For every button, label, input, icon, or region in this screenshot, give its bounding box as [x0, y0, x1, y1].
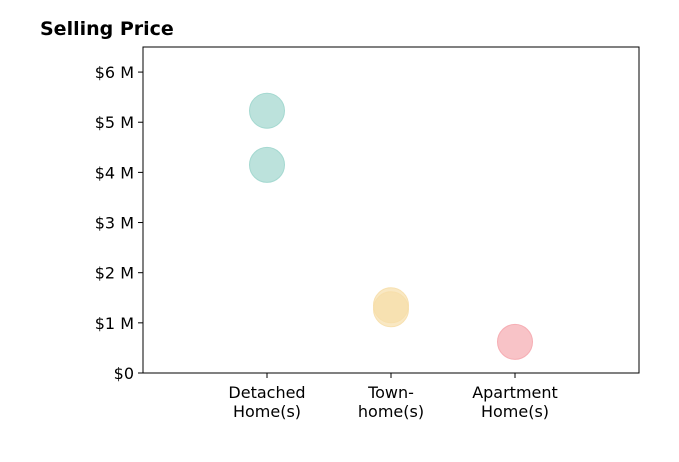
x-tick-label-line: Town-: [367, 383, 414, 402]
x-tick-label-line: Home(s): [481, 402, 549, 421]
chart-title: Selling Price: [40, 18, 174, 40]
data-point-4: [497, 323, 533, 360]
y-tick-label-2: $2 M: [95, 264, 134, 283]
y-tick-label-1: $1 M: [95, 314, 134, 333]
y-tick-label-4: $4 M: [95, 163, 134, 182]
x-tick-label-line: Home(s): [233, 402, 301, 421]
y-tick-label-5: $5 M: [95, 113, 134, 132]
data-point-0: [249, 92, 285, 129]
y-tick-label-6: $6 M: [95, 63, 134, 82]
y-tick-label-3: $3 M: [95, 214, 134, 233]
x-tick-label-line: Detached: [228, 383, 305, 402]
x-tick-label-1: Town-home(s): [358, 383, 424, 421]
x-tick-label-line: home(s): [358, 402, 424, 421]
x-tick-label-2: Apartment Home(s): [472, 383, 558, 421]
data-point-3: [373, 291, 409, 328]
x-tick-label-0: Detached Home(s): [228, 383, 305, 421]
data-point-1: [249, 146, 285, 183]
x-tick-label-line: Apartment: [472, 383, 558, 402]
y-tick-label-0: $0: [114, 364, 134, 383]
